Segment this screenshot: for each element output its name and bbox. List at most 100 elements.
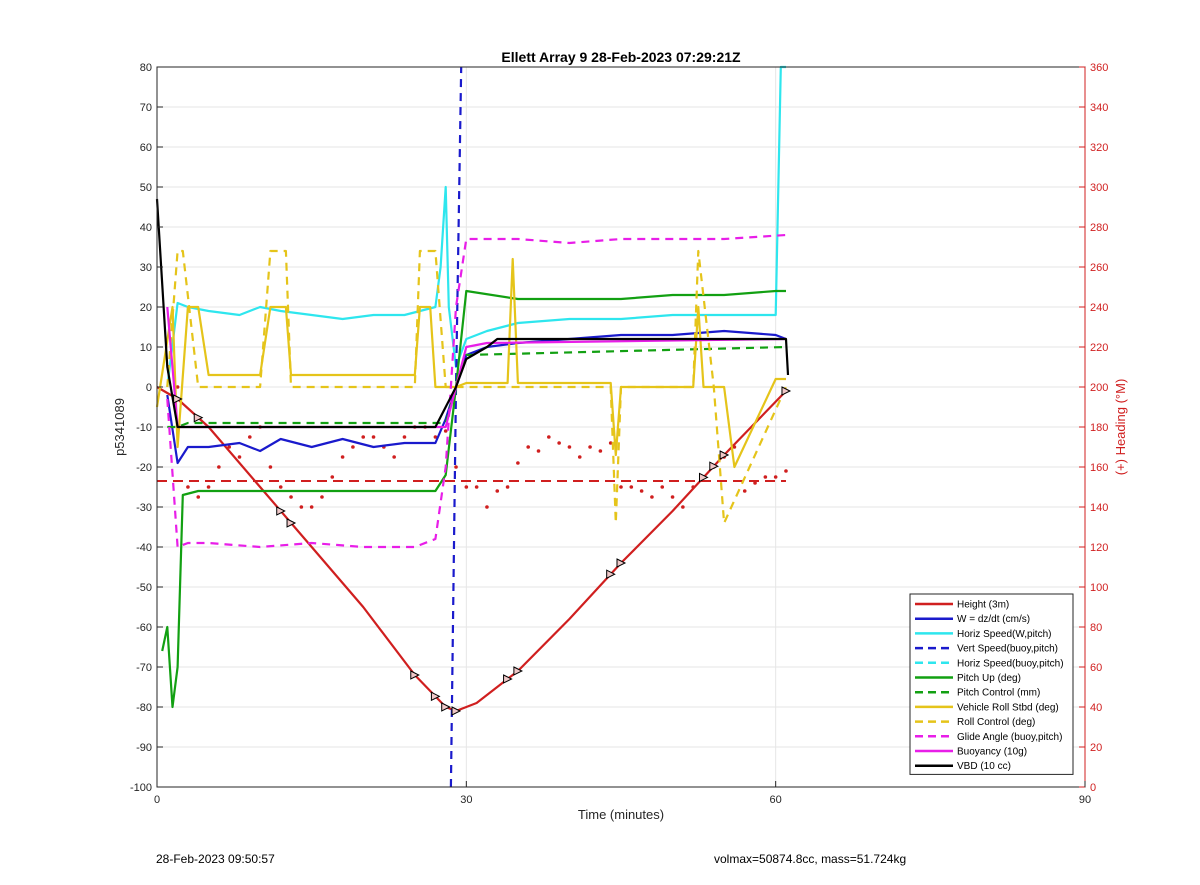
footer-timestamp: 28-Feb-2023 09:50:57 [156, 852, 275, 866]
legend-label: Pitch Control (mm) [957, 688, 1040, 699]
y2-tick-label: 360 [1090, 62, 1108, 74]
series-layer [155, 65, 792, 788]
y-tick-label: -90 [136, 742, 152, 754]
heading-point [763, 475, 768, 479]
x-tick-label: 0 [154, 794, 160, 806]
legend-label: W = dz/dt (cm/s) [957, 614, 1030, 625]
heading-point [660, 485, 665, 489]
y2-tick-label: 0 [1090, 782, 1096, 794]
legend-label: Vehicle Roll Stbd (deg) [957, 702, 1059, 713]
heading-point [196, 495, 201, 499]
heading-point [505, 485, 510, 489]
y2-tick-label: 160 [1090, 462, 1108, 474]
y2-tick-label: 200 [1090, 382, 1108, 394]
heading-point [742, 489, 747, 493]
y-tick-label: 30 [140, 262, 152, 274]
y2-tick-label: 140 [1090, 502, 1108, 514]
heading-point [516, 461, 520, 465]
y2-tick-label: 60 [1090, 662, 1102, 674]
heading-point [681, 505, 685, 509]
y-tick-label: 0 [146, 382, 152, 394]
y2-tick-label: 340 [1090, 102, 1108, 114]
series-line-7 [155, 257, 786, 469]
heading-point [608, 441, 613, 445]
height-marker [719, 450, 730, 460]
y2-tick-label: 260 [1090, 262, 1108, 274]
y-axis-left-label: p5341089 [112, 398, 127, 456]
legend-label: Height (3m) [957, 600, 1009, 611]
heading-point [330, 475, 335, 479]
height-marker [616, 558, 627, 568]
heading-point [650, 495, 654, 499]
y-tick-label: -40 [136, 542, 152, 554]
y2-tick-label: 220 [1090, 342, 1108, 354]
x-axis: 0 30 60 90 [154, 781, 1091, 806]
x-tick-label: 90 [1079, 794, 1091, 806]
height-marker [781, 386, 792, 396]
heading-point [402, 435, 407, 439]
heading-point [526, 445, 530, 449]
legend-label: Buoyancy (10g) [957, 747, 1027, 758]
heading-point [495, 489, 500, 493]
y-tick-label: 20 [140, 302, 152, 314]
heading-point [598, 449, 603, 453]
series-line-11 [155, 198, 790, 429]
heading-point [784, 469, 788, 473]
legend-box [909, 593, 1074, 775]
footer-vol-mass: volmax=50874.8cc, mass=51.724kg [714, 852, 907, 866]
heading-point [557, 441, 561, 445]
height-marker [503, 674, 513, 684]
height-marker [276, 506, 286, 516]
y-tick-label: 80 [140, 62, 152, 74]
heading-point [248, 435, 252, 439]
heading-point [268, 465, 273, 469]
height-marker [430, 691, 441, 702]
x-tick-label: 60 [770, 794, 782, 806]
heading-point [175, 385, 180, 389]
heading-point [443, 429, 448, 433]
legend-label: Vert Speed(buoy,pitch) [957, 644, 1058, 655]
heading-point [474, 485, 479, 489]
y-tick-label: -100 [130, 782, 152, 794]
x-tick-label: 30 [460, 794, 472, 806]
y-tick-label: 40 [140, 222, 152, 234]
heading-point [320, 495, 324, 499]
y-tick-label: -10 [136, 422, 152, 434]
y2-tick-label: 40 [1090, 702, 1102, 714]
heading-point [227, 445, 231, 449]
series-line-1 [166, 329, 787, 465]
heading-point [773, 475, 778, 479]
series-line-6 [167, 345, 787, 429]
y2-tick-label: 320 [1090, 142, 1108, 154]
heading-point [536, 449, 541, 453]
heading-point [753, 481, 757, 485]
y-tick-label: -80 [136, 702, 152, 714]
heading-point [299, 505, 304, 509]
y-tick-label: -70 [136, 662, 152, 674]
heading-point [454, 465, 458, 469]
legend-label: VBD (10 cc) [957, 761, 1011, 772]
y-tick-label: -30 [136, 502, 152, 514]
height-marker [286, 518, 297, 528]
legend: Height (3m) W = dz/dt (cm/s) Horiz Speed(W… [909, 593, 1074, 775]
y-tick-label: -60 [136, 622, 152, 634]
chart-title: Ellett Array 9 28-Feb-2023 07:29:21Z [501, 49, 741, 65]
legend-label: Roll Control (deg) [957, 717, 1035, 728]
series-line-2 [166, 65, 786, 388]
heading-point [464, 485, 469, 489]
legend-label: Horiz Speed(W,pitch) [957, 629, 1051, 640]
heading-point [629, 485, 634, 489]
heading-point [371, 435, 376, 439]
y-tick-label: -50 [136, 582, 152, 594]
heading-point [547, 435, 551, 439]
height-marker [410, 670, 420, 680]
series-line-3 [449, 66, 463, 788]
y-axis-right-label: (+) Heading (°M) [1113, 379, 1128, 476]
height-marker [698, 472, 709, 483]
y-axis-right: 0 20 40 60 80 100 120 140 160 180 200 220 240 260 280 3… [1079, 62, 1108, 794]
legend-label: Horiz Speed(buoy,pitch) [957, 658, 1064, 669]
heading-point [278, 485, 283, 489]
height-marker [606, 569, 616, 580]
series-line-0 [156, 386, 787, 713]
